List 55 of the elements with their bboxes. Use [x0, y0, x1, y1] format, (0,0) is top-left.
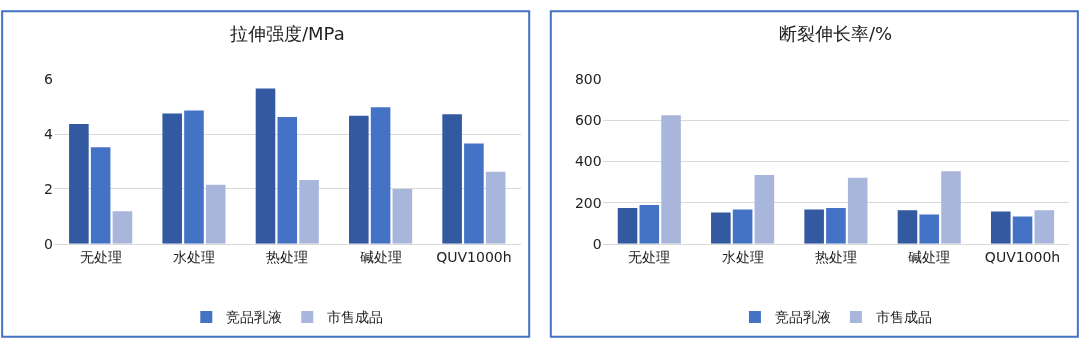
y-tick-label: 200 [574, 194, 602, 211]
bar [941, 171, 961, 244]
bar [1034, 210, 1055, 244]
bar [162, 113, 182, 244]
bar [464, 143, 484, 244]
legend-label: 竞品乳液 [226, 309, 283, 326]
bar [1012, 216, 1033, 244]
x-tick-label: 无处理 [79, 248, 122, 265]
y-tick-label: 0 [592, 235, 602, 252]
bar [349, 115, 369, 244]
y-tick-label: 800 [574, 71, 602, 88]
bar [617, 207, 638, 244]
bar [754, 174, 775, 244]
bar [804, 209, 824, 244]
x-tick-label: 无处理 [628, 248, 671, 265]
y-tick-label: 400 [574, 153, 602, 170]
x-tick-label: QUV1000h [436, 248, 512, 265]
legend-label: 市售成品 [327, 309, 384, 326]
legend-label: 市售成品 [875, 309, 932, 326]
bar [112, 211, 133, 244]
bar [90, 147, 111, 244]
bar [485, 171, 506, 244]
chart-title: 断裂伸长率/% [779, 23, 893, 44]
y-tick-label: 600 [574, 112, 602, 129]
y-tick-label: 6 [44, 71, 54, 88]
bar [661, 115, 681, 244]
x-tick-label: 水处理 [721, 248, 764, 265]
bar [826, 207, 846, 244]
bar [299, 179, 319, 244]
x-tick-label: 热处理 [266, 248, 309, 265]
bar [990, 211, 1011, 244]
x-tick-label: 碱处理 [359, 248, 402, 265]
x-tick-label: QUV1000h [984, 248, 1061, 265]
x-tick-label: 热处理 [814, 248, 857, 265]
bar [847, 177, 868, 244]
bar [711, 212, 731, 244]
bar [897, 210, 918, 244]
bar [205, 184, 226, 244]
bar [370, 107, 391, 244]
bar [392, 188, 413, 244]
bar [277, 116, 298, 244]
bar [732, 209, 753, 244]
bar [442, 114, 462, 244]
chart-title: 拉伸强度/MPa [230, 23, 345, 44]
x-tick-label: 碱处理 [908, 248, 951, 265]
bar [255, 88, 276, 244]
y-tick-label: 2 [44, 180, 53, 197]
legend-label: 竞品乳液 [774, 309, 831, 326]
y-tick-label: 4 [44, 126, 54, 143]
bar [639, 205, 660, 244]
bar [919, 214, 940, 244]
bar [69, 124, 89, 244]
y-tick-label: 0 [44, 235, 53, 252]
x-tick-label: 水处理 [172, 248, 215, 265]
bar [184, 110, 204, 244]
